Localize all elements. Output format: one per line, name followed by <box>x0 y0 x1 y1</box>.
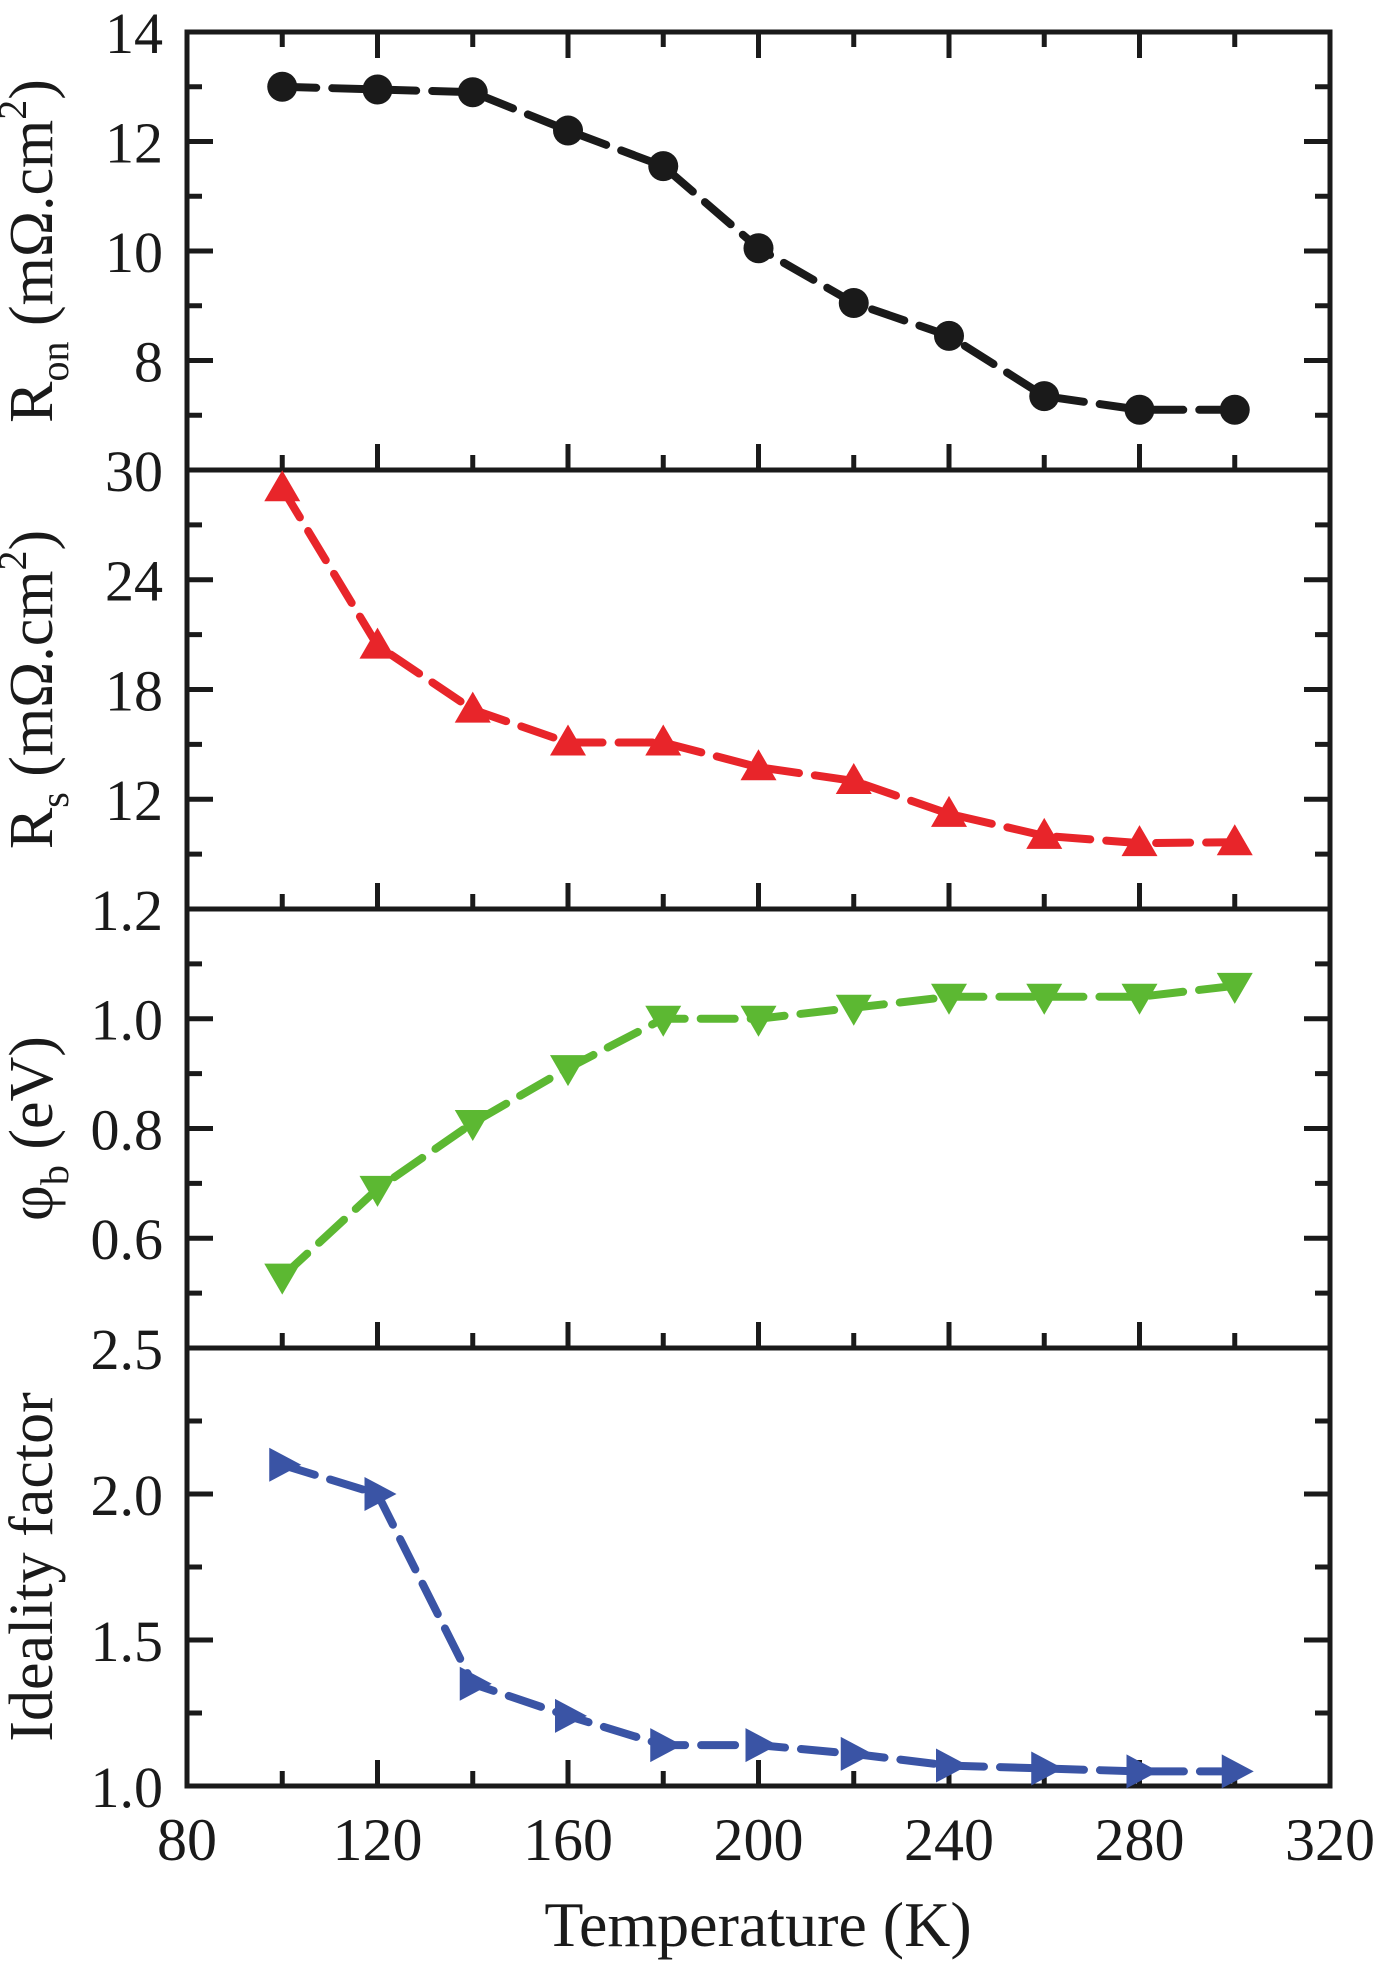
phi-b-marker <box>740 1005 777 1037</box>
r-on-marker <box>934 320 964 351</box>
phi-b-marker <box>1216 972 1253 1004</box>
y-tick-label: 12 <box>105 768 163 833</box>
y-tick-label: 2.5 <box>91 1317 164 1382</box>
panel-r-s: 12 18 24 30 Rs (mΩ.cm2) <box>0 439 1330 909</box>
y-tick-label: 1.5 <box>91 1609 164 1674</box>
y-tick-label: 14 <box>105 1 163 66</box>
r-on-marker <box>1219 394 1250 425</box>
x-tick-label: 280 <box>1095 1807 1185 1873</box>
phi-b-marker <box>264 1263 301 1295</box>
y-tick-label: 2.0 <box>91 1463 164 1528</box>
phi-b-marker <box>645 1005 682 1037</box>
r-s-marker <box>550 724 586 756</box>
r-on-marker <box>267 71 298 102</box>
panel-ideality: 1.0 1.5 2.0 2.5 Ideality factor <box>0 1317 1330 1820</box>
x-tick-label: 200 <box>714 1807 804 1873</box>
x-axis-title: Temperature (K) <box>544 1889 971 1960</box>
ideality-marker <box>364 1477 397 1511</box>
y-ticks <box>187 522 1330 857</box>
phi-b-marker <box>1026 983 1063 1015</box>
r-on-marker <box>553 115 583 146</box>
y-axis-title: Rs (mΩ.cm2) <box>0 530 77 849</box>
y-tick-label: 10 <box>105 220 163 285</box>
phi-b-marker <box>359 1175 396 1207</box>
ideality-marker <box>650 1728 683 1763</box>
r-on-marker <box>743 233 774 264</box>
y-ticks <box>187 84 1330 418</box>
y-axis-title: φb (eV) <box>0 1036 77 1221</box>
r-on-marker <box>648 151 679 182</box>
y-tick-label: 1.0 <box>91 1755 164 1820</box>
r-s-marker <box>1121 825 1158 857</box>
ideality-marker <box>840 1736 873 1771</box>
ideality-marker <box>936 1748 968 1783</box>
y-tick-label: 0.8 <box>91 1097 164 1162</box>
y-tick-label: 1.2 <box>91 878 164 943</box>
r-on-marker <box>457 77 488 108</box>
y-axis-title: Ron (mΩ.cm2) <box>0 79 77 423</box>
phi-b-marker <box>931 983 967 1015</box>
ideality-marker <box>555 1698 587 1733</box>
ideality-marker <box>1221 1754 1254 1789</box>
x-tick-labels-group: 80 120 160 200 240 280 320 <box>157 1807 1375 1873</box>
phi-b-marker <box>1121 983 1158 1015</box>
x-ticks <box>279 32 1238 470</box>
panel-r-on: 8 10 12 14 Ron (mΩ.cm2) <box>0 1 1330 470</box>
y-ticks <box>187 1418 1330 1716</box>
x-tick-label: 160 <box>523 1807 613 1873</box>
y-tick-label: 1.0 <box>91 988 164 1053</box>
panel-phi-b: 0.6 0.8 1.0 1.2 φb (eV) <box>0 878 1330 1348</box>
y-tick-label: 18 <box>105 658 163 723</box>
x-ticks <box>279 1322 1238 1348</box>
x-tick-label: 320 <box>1285 1807 1375 1873</box>
r-s-marker <box>1216 824 1253 856</box>
r-s-marker <box>454 691 491 723</box>
y-tick-label: 12 <box>105 110 163 175</box>
ideality-marker <box>745 1728 778 1763</box>
ideality-line <box>278 1460 1239 1776</box>
ideality-marker <box>459 1666 492 1701</box>
x-ticks <box>279 883 1238 909</box>
x-tick-label: 120 <box>333 1807 423 1873</box>
phi-b-marker <box>835 994 872 1026</box>
y-tick-label: 8 <box>134 329 163 394</box>
y-tick-label: 0.6 <box>91 1207 164 1272</box>
ideality-marker <box>269 1447 302 1482</box>
panels-group: 8 10 12 14 Ron (mΩ.cm2) 12 18 24 30 Rs (mΩ.cm2) 0.… <box>0 1 1333 1820</box>
x-ticks <box>279 1760 1238 1786</box>
y-tick-label: 30 <box>105 439 163 504</box>
r-on-marker <box>1029 381 1060 412</box>
y-axis-title: Ideality factor <box>0 1392 66 1742</box>
r-s-marker <box>645 724 682 756</box>
x-tick-label: 80 <box>157 1807 217 1873</box>
r-on-marker <box>362 74 393 105</box>
phi-b-marker <box>550 1055 586 1087</box>
r-s-marker <box>264 470 301 502</box>
ideality-marker <box>1031 1751 1064 1786</box>
x-tick-label: 240 <box>904 1807 994 1873</box>
r-on-marker <box>1124 394 1155 425</box>
r-on-marker <box>838 288 869 319</box>
ideality-marker <box>1126 1754 1159 1789</box>
y-tick-label: 24 <box>105 549 163 614</box>
r-s-line <box>278 484 1239 848</box>
r-s-marker <box>1026 817 1063 849</box>
r-s-marker <box>359 627 396 659</box>
r-s-marker <box>931 795 967 827</box>
r-s-marker <box>835 762 872 794</box>
y-ticks <box>187 961 1330 1296</box>
phi-b-marker <box>454 1110 491 1142</box>
r-s-marker <box>740 749 777 781</box>
